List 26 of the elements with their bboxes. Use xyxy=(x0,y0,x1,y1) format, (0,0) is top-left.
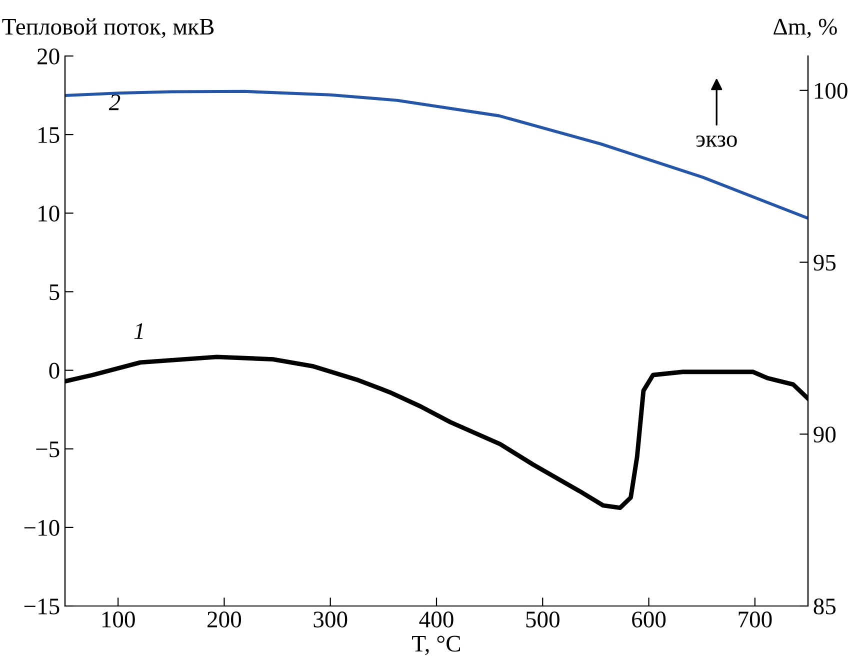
y-tick-label: 0 xyxy=(49,362,60,379)
annotation: 1 xyxy=(134,323,143,339)
y-tick-label: −5 xyxy=(36,442,60,458)
y-axis-title: Тепловой поток, мкВ xyxy=(2,18,214,38)
x-tick-label: 100 xyxy=(102,612,135,628)
y2-tick-label: 90 xyxy=(814,426,836,443)
y-tick-label: 10 xyxy=(38,206,60,222)
x-tick-label: 500 xyxy=(526,612,560,628)
x-tick-label: 300 xyxy=(314,612,348,628)
x-tick-label: 200 xyxy=(208,612,242,628)
line-series xyxy=(65,90,808,220)
annotation: экзо xyxy=(696,136,737,147)
y2-tick-label: 95 xyxy=(814,254,836,271)
y2-tick-label: 85 xyxy=(814,598,836,614)
y-tick-label: 20 xyxy=(38,48,60,64)
x-tick-label: 400 xyxy=(419,612,454,628)
y-tick-label: 5 xyxy=(50,284,60,300)
y-tick-label: 15 xyxy=(38,127,60,143)
y2-tick-label: 100 xyxy=(814,82,848,99)
y-tick-label: −15 xyxy=(24,598,60,614)
y-tick-label: −10 xyxy=(24,520,60,536)
x-tick-label: 600 xyxy=(632,612,666,628)
x-tick-label: 700 xyxy=(738,612,772,628)
annotation: 2 xyxy=(108,94,120,110)
x-axis-title: T, °C xyxy=(412,636,460,656)
y2-axis-title: Δm, % xyxy=(774,18,837,38)
